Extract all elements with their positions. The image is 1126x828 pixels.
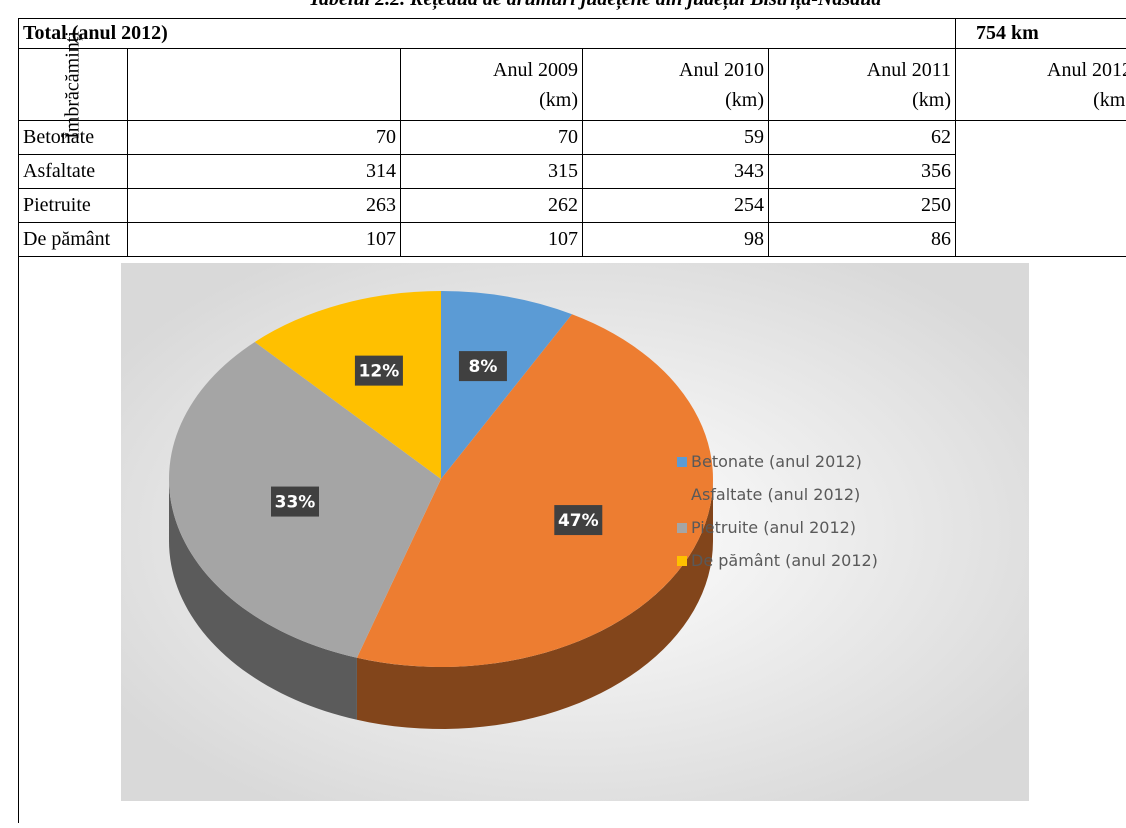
cell-value: 343 [582, 154, 769, 189]
data-row: De pământ 107 107 98 86 [18, 222, 1126, 257]
data-row: Asfaltate 314 315 343 356 [18, 154, 1126, 189]
pie-chart: 8% 47% 33% 12% Betonate (anul 2012) Asfaltate… [121, 263, 1029, 801]
data-row: Betonate 70 70 59 62 [18, 120, 1126, 155]
cell-value: 62 [767, 120, 957, 155]
row-name: Betonate [18, 120, 128, 155]
cell-value: 250 [767, 188, 957, 223]
column-header: Anul 2012 (km) [955, 48, 1126, 121]
legend-label: Pietruite (anul 2012) [691, 518, 856, 537]
row-group: Îmbrăcăminți [61, 30, 84, 139]
cell-value: 70 [400, 120, 583, 155]
row-name: Asfaltate [18, 154, 128, 189]
total-label: Total (anul 2012) [17, 18, 957, 49]
cell-value: 70 [127, 120, 401, 155]
column-unit: (km) [912, 88, 952, 111]
data-row: Pietruite 263 262 254 250 [18, 188, 1126, 223]
column-year: Anul 2010 [679, 58, 764, 81]
total-value: 754 km [955, 18, 1126, 49]
empty-cell [127, 48, 401, 121]
cell-value: 107 [400, 222, 583, 257]
slice-label: 8% [469, 357, 498, 377]
legend-swatch [677, 490, 687, 500]
slice-side [169, 479, 357, 720]
slice-label: 47% [558, 511, 599, 531]
column-header: Anul 2009 (km) [400, 48, 583, 121]
legend-swatch [677, 457, 687, 467]
column-unit: (km) [539, 88, 578, 111]
column-header: Anul 2011 (km) [767, 48, 957, 121]
pie-slice [254, 291, 441, 479]
column-header: Anul 2010 (km) [582, 48, 769, 121]
label-box [554, 505, 603, 536]
column-year: Anul 2011 [866, 58, 952, 81]
label-box [354, 355, 403, 386]
pie-slice [356, 314, 713, 667]
cell-value: 98 [582, 222, 769, 257]
cell-value: 59 [582, 120, 769, 155]
chart-row: 8% 47% 33% 12% Betonate (anul 2012) Asfaltate… [17, 256, 1126, 823]
legend-label: De pământ (anul 2012) [691, 551, 878, 570]
legend-swatch [677, 523, 687, 533]
legend-label: Asfaltate (anul 2012) [691, 485, 860, 504]
column-year: Anul 2012 [1047, 58, 1126, 81]
row-name: De pământ [18, 222, 128, 257]
cell-value: 107 [127, 222, 401, 257]
header-row: Îmbrăcăminți Anul 2009 (km) Anul 2010 (km) A… [18, 31, 1126, 138]
column-unit: (km) [1093, 88, 1126, 111]
row-group-cell: Îmbrăcăminți [18, 31, 128, 138]
legend-swatch [677, 556, 687, 566]
chart-cell: 8% 47% 33% 12% Betonate (anul 2012) Asfaltate… [17, 256, 1126, 823]
column-year: Anul 2009 [493, 58, 578, 81]
row-name: Pietruite [18, 188, 128, 223]
label-box [271, 486, 320, 517]
cell-value: 254 [582, 188, 769, 223]
slice-label: 12% [359, 362, 400, 382]
cell-value: 263 [127, 188, 401, 223]
total-row: Total (anul 2012) 754 km [17, 18, 1126, 49]
caption: Tabelul 2.2. Rețeaua de drumuri județene… [0, 0, 1126, 11]
cell-value: 262 [400, 188, 583, 223]
cell-value: 356 [767, 154, 957, 189]
roads-table: Total (anul 2012) 754 km Îmbrăcăminți An… [17, 18, 1126, 823]
cell-value: 86 [767, 222, 957, 257]
column-unit: (km) [725, 88, 764, 111]
slice-side [356, 479, 713, 729]
cell-value: 314 [127, 154, 401, 189]
pie-slice [441, 291, 573, 479]
legend-label: Betonate (anul 2012) [691, 452, 862, 471]
label-box [458, 351, 507, 382]
cell-value: 315 [400, 154, 583, 189]
slice-label: 33% [275, 493, 316, 513]
